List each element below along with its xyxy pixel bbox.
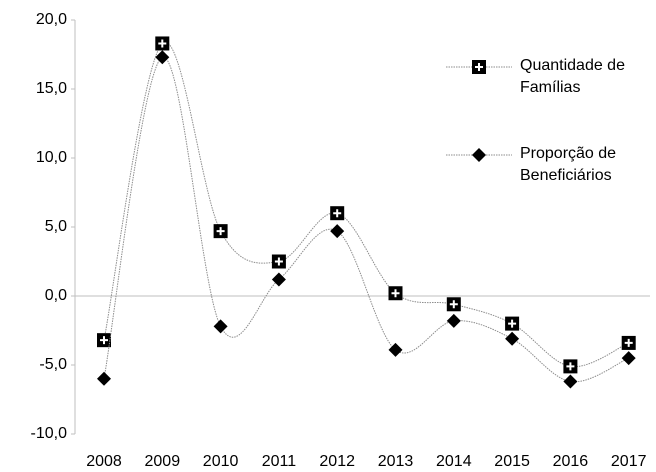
y-tick-label: 20,0 xyxy=(36,11,67,28)
marker xyxy=(155,36,170,51)
marker-shape xyxy=(446,313,461,328)
x-tick-label: 2010 xyxy=(203,453,239,470)
marker xyxy=(446,297,461,312)
marker xyxy=(271,254,286,269)
marker xyxy=(505,331,520,346)
marker xyxy=(621,351,636,366)
legend-label: Quantidade de Famílias xyxy=(520,57,625,96)
marker-shape xyxy=(388,342,403,357)
marker-shape xyxy=(155,50,170,65)
marker xyxy=(446,313,461,328)
x-tick-label: 2014 xyxy=(436,453,472,470)
marker xyxy=(330,206,345,221)
x-tick-label: 2009 xyxy=(145,453,181,470)
marker xyxy=(621,335,636,350)
marker xyxy=(213,319,228,334)
marker xyxy=(505,316,520,331)
marker-plus xyxy=(158,39,167,48)
marker xyxy=(97,371,111,386)
marker-shape xyxy=(621,351,636,366)
marker xyxy=(388,342,403,357)
marker-plus xyxy=(508,319,517,328)
marker-plus xyxy=(566,362,575,371)
marker-plus xyxy=(274,257,283,266)
marker-plus xyxy=(449,300,458,309)
y-tick-label: -5,0 xyxy=(39,356,67,373)
marker-plus xyxy=(100,336,108,345)
marker-plus xyxy=(475,63,483,71)
marker xyxy=(472,148,486,162)
legend-label: Proporção de Beneficiários xyxy=(520,145,617,184)
marker-shape xyxy=(505,331,520,346)
y-tick-label: -10,0 xyxy=(31,425,68,442)
x-tick-label: 2016 xyxy=(553,453,589,470)
x-tick-label: 2015 xyxy=(494,453,530,470)
y-tick-label: 10,0 xyxy=(36,149,67,166)
x-tick-label: 2011 xyxy=(262,453,297,470)
marker xyxy=(563,374,578,389)
series-line xyxy=(103,56,629,383)
marker-plus xyxy=(216,227,225,236)
marker-plus xyxy=(333,209,342,218)
marker-shape xyxy=(213,319,228,334)
x-tick-label: 2017 xyxy=(611,453,647,470)
marker xyxy=(388,286,403,301)
marker-plus xyxy=(624,338,633,347)
marker-plus xyxy=(391,289,400,298)
marker-shape xyxy=(563,374,578,389)
y-tick-label: 15,0 xyxy=(36,80,67,97)
marker xyxy=(155,50,170,65)
x-tick-label: 2012 xyxy=(319,453,355,470)
marker-shape xyxy=(97,371,111,386)
marker xyxy=(472,60,486,74)
marker xyxy=(563,359,578,374)
marker-shape xyxy=(271,272,286,287)
y-tick-label: 5,0 xyxy=(45,218,67,235)
marker-shape xyxy=(472,148,486,162)
x-tick-label: 2008 xyxy=(86,453,122,470)
marker xyxy=(330,224,345,239)
marker xyxy=(97,333,111,348)
x-tick-label: 2013 xyxy=(378,453,414,470)
marker-shape xyxy=(330,224,345,239)
marker xyxy=(271,272,286,287)
y-tick-label: 0,0 xyxy=(45,287,67,304)
marker xyxy=(213,224,228,239)
